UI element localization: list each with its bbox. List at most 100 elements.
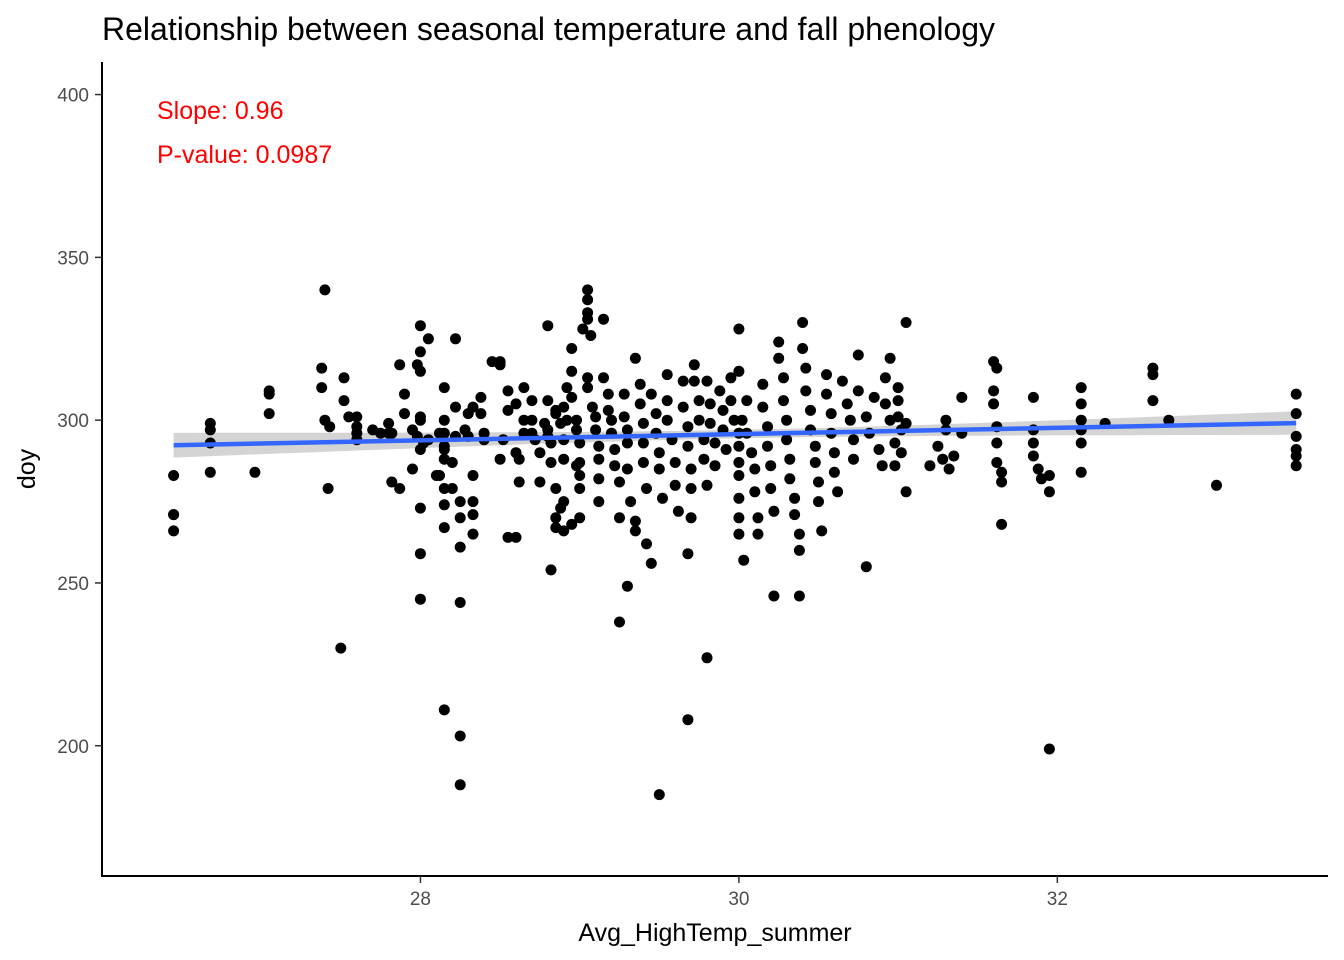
data-point bbox=[467, 470, 479, 481]
data-point bbox=[884, 352, 896, 364]
data-point bbox=[454, 730, 466, 742]
data-point bbox=[438, 414, 450, 426]
data-point bbox=[1043, 486, 1055, 498]
data-point bbox=[733, 492, 745, 504]
data-point bbox=[383, 417, 395, 429]
data-point bbox=[645, 557, 657, 569]
data-point bbox=[1043, 470, 1055, 481]
data-point bbox=[725, 395, 737, 407]
data-point bbox=[414, 346, 426, 358]
x-axis-title: Avg_HighTemp_summer bbox=[578, 919, 851, 947]
data-point bbox=[789, 492, 801, 504]
data-point bbox=[991, 437, 1003, 449]
data-point bbox=[414, 444, 426, 455]
data-point bbox=[438, 444, 450, 455]
data-point bbox=[467, 509, 479, 521]
data-point bbox=[438, 499, 450, 511]
data-point bbox=[762, 440, 773, 452]
data-point bbox=[566, 343, 578, 354]
data-point bbox=[677, 375, 689, 387]
data-point bbox=[1027, 450, 1039, 462]
data-point bbox=[828, 447, 840, 459]
y-axis-title: doy bbox=[13, 448, 41, 489]
data-point bbox=[494, 453, 506, 465]
data-point bbox=[618, 388, 630, 400]
data-point bbox=[602, 404, 614, 416]
data-point bbox=[614, 616, 625, 628]
data-point bbox=[574, 483, 586, 494]
data-point bbox=[1075, 437, 1087, 449]
data-point bbox=[778, 395, 789, 407]
data-point bbox=[438, 483, 450, 494]
regression-line bbox=[173, 420, 1297, 448]
data-point bbox=[725, 372, 737, 384]
data-point bbox=[204, 424, 216, 436]
data-point bbox=[773, 336, 785, 348]
data-point bbox=[550, 408, 562, 420]
data-point bbox=[168, 470, 180, 481]
data-point bbox=[593, 473, 605, 485]
data-point bbox=[574, 437, 586, 449]
data-point bbox=[414, 365, 426, 377]
data-point bbox=[693, 414, 705, 426]
data-point bbox=[502, 531, 514, 543]
y-tick-label: 200 bbox=[57, 737, 89, 758]
data-point bbox=[852, 349, 864, 361]
data-point bbox=[335, 642, 347, 654]
data-point bbox=[598, 372, 609, 384]
data-point bbox=[778, 372, 789, 384]
data-point bbox=[682, 421, 694, 433]
data-point bbox=[661, 369, 673, 381]
data-point bbox=[757, 378, 769, 390]
data-point bbox=[657, 492, 668, 504]
data-point bbox=[677, 401, 689, 413]
data-point bbox=[168, 509, 180, 521]
data-point bbox=[996, 466, 1008, 478]
data-point bbox=[1290, 408, 1302, 420]
y-tick-label: 300 bbox=[57, 411, 89, 432]
data-point bbox=[1075, 398, 1087, 410]
data-point bbox=[338, 372, 350, 384]
data-point bbox=[526, 414, 538, 426]
data-point bbox=[434, 470, 445, 481]
data-point bbox=[832, 486, 844, 498]
data-point bbox=[757, 401, 769, 413]
data-point bbox=[793, 590, 805, 602]
data-point bbox=[868, 391, 880, 403]
data-point bbox=[168, 525, 180, 537]
data-point bbox=[609, 444, 621, 455]
data-point bbox=[475, 391, 487, 403]
data-point bbox=[688, 359, 700, 371]
data-point bbox=[900, 417, 912, 429]
data-point bbox=[582, 372, 594, 384]
data-point bbox=[900, 486, 912, 498]
data-point bbox=[892, 395, 904, 407]
data-point bbox=[585, 330, 597, 341]
data-point bbox=[693, 395, 705, 407]
data-point bbox=[685, 512, 697, 524]
data-point bbox=[793, 528, 805, 540]
data-point bbox=[545, 457, 557, 468]
data-point bbox=[768, 505, 780, 517]
data-point bbox=[821, 369, 832, 381]
stat-annotation: P-value: 0.0987 bbox=[157, 141, 332, 169]
data-point bbox=[1075, 414, 1087, 426]
data-point bbox=[614, 476, 625, 488]
data-point bbox=[351, 427, 363, 439]
data-point bbox=[650, 408, 662, 420]
data-point bbox=[752, 512, 764, 524]
data-point bbox=[813, 476, 824, 488]
data-point bbox=[852, 385, 864, 397]
data-point bbox=[736, 414, 748, 426]
data-point bbox=[733, 365, 745, 377]
data-point bbox=[414, 548, 426, 560]
data-point bbox=[571, 424, 582, 436]
data-point bbox=[698, 453, 710, 465]
data-point bbox=[714, 385, 726, 397]
data-point bbox=[625, 496, 637, 508]
data-point bbox=[618, 411, 630, 423]
data-point bbox=[1043, 743, 1055, 755]
data-point bbox=[561, 414, 573, 426]
data-point bbox=[204, 466, 216, 478]
data-point bbox=[518, 414, 530, 426]
